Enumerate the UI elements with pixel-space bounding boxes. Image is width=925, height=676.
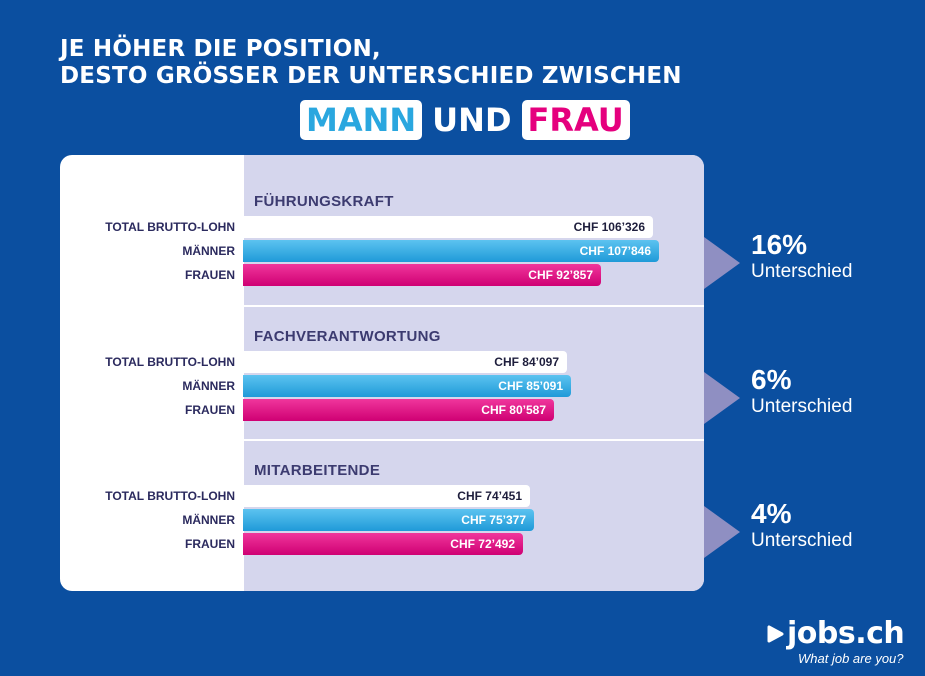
title-line-1: JE HÖHER DIE POSITION,: [60, 36, 381, 62]
row-label-men: MÄNNER: [182, 244, 235, 258]
row-label-men: MÄNNER: [182, 379, 235, 393]
difference-percent: 16%: [751, 229, 808, 260]
row-label-total: TOTAL BRUTTO-LOHN: [105, 355, 235, 369]
mann-badge: MANN: [300, 100, 423, 140]
bar-men: CHF 107’846: [243, 240, 659, 262]
difference-label: Unterschied: [751, 530, 853, 551]
bar-total: CHF 106’326: [243, 216, 653, 238]
group-title: MITARBEITENDE: [254, 462, 381, 479]
title-emphasis: MANN UND FRAU: [300, 100, 630, 140]
bar-total: CHF 84’097: [243, 351, 567, 373]
play-arrow-icon: [767, 625, 784, 643]
row-label-women: FRAUEN: [185, 268, 235, 282]
group-divider: [244, 439, 704, 441]
bar-men: CHF 75’377: [243, 509, 534, 531]
bar-women: CHF 80’587: [243, 399, 554, 421]
row-label-total: TOTAL BRUTTO-LOHN: [105, 489, 235, 503]
und-text: UND: [432, 101, 512, 139]
group-title: FÜHRUNGSKRAFT: [254, 193, 394, 210]
group-divider: [244, 305, 704, 307]
bar-total: CHF 74’451: [243, 485, 530, 507]
group-title: FACHVERANTWORTUNG: [254, 328, 441, 345]
row-label-men: MÄNNER: [182, 513, 235, 527]
row-label-women: FRAUEN: [185, 403, 235, 417]
title-line-2: DESTO GRÖSSER DER UNTERSCHIED ZWISCHEN: [60, 63, 682, 89]
bar-women: CHF 92’857: [243, 264, 601, 286]
frau-badge: FRAU: [521, 100, 630, 140]
jobs-logo: jobs.ch: [765, 616, 905, 651]
row-label-total: TOTAL BRUTTO-LOHN: [105, 220, 235, 234]
difference-label: Unterschied: [751, 261, 853, 282]
bar-men: CHF 85’091: [243, 375, 571, 397]
tagline: What job are you?: [798, 651, 904, 666]
row-label-women: FRAUEN: [185, 537, 235, 551]
bar-women: CHF 72’492: [243, 533, 523, 555]
difference-percent: 4%: [751, 498, 792, 529]
brand-name: jobs.ch: [787, 616, 905, 651]
title-block: JE HÖHER DIE POSITION, DESTO GRÖSSER DER…: [60, 36, 682, 90]
difference-label: Unterschied: [751, 396, 853, 417]
difference-percent: 6%: [751, 364, 792, 395]
